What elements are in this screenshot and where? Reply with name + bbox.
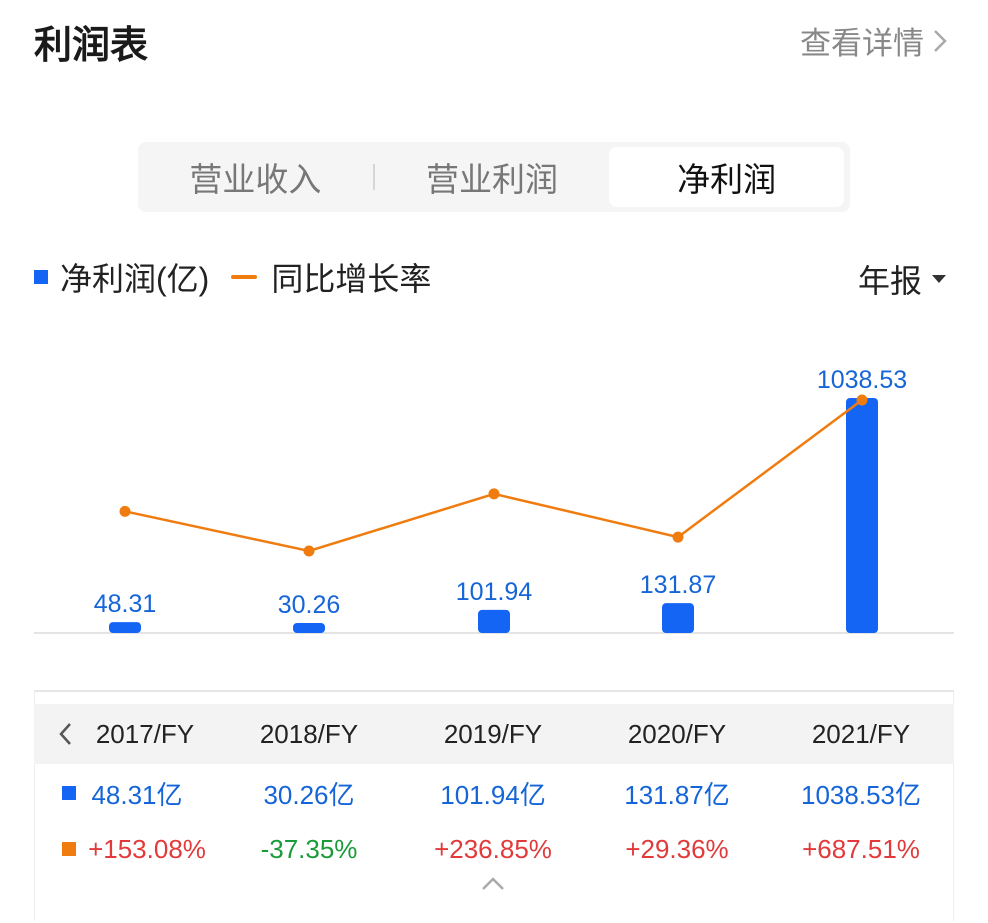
- tab-divider: [372, 164, 375, 190]
- table-row-net-profit: 48.31亿 30.26亿 101.94亿 131.87亿 1038.53亿: [34, 768, 954, 818]
- chevron-left-icon[interactable]: [58, 721, 72, 747]
- column-header: 2021/FY: [811, 718, 911, 749]
- table-cell: 30.26亿: [263, 779, 355, 810]
- header: 利润表 查看详情: [0, 0, 988, 80]
- column-header: 2019/FY: [443, 718, 543, 749]
- table-cell: -37.35%: [260, 833, 358, 864]
- view-details-label: 查看详情: [800, 26, 924, 61]
- net-profit-bar: [478, 609, 510, 633]
- tab-operating-profit[interactable]: 营业利润: [426, 161, 558, 198]
- collapse-chevron-up-icon[interactable]: [480, 876, 506, 892]
- tab-net-profit[interactable]: 净利润: [609, 147, 845, 207]
- table-cell: 48.31亿: [91, 779, 183, 810]
- bar-value-label: 48.31: [94, 590, 157, 618]
- growth-swatch: [62, 842, 76, 856]
- growth-rate-point: [856, 394, 868, 406]
- growth-rate-point: [672, 531, 684, 543]
- bar-value-label: 131.87: [640, 571, 716, 599]
- net-profit-bar: [109, 622, 141, 633]
- column-header: 2020/FY: [627, 718, 727, 749]
- growth-rate-line: [124, 398, 863, 553]
- growth-rate-point: [303, 545, 315, 557]
- bar-value-label: 101.94: [456, 578, 533, 606]
- table-cell: 1038.53亿: [801, 779, 921, 810]
- bar-legend-swatch: [34, 270, 48, 284]
- net-profit-chart: 48.31 30.26 101.94 131.87 1038.53: [34, 366, 954, 634]
- period-label: 年报: [857, 263, 922, 299]
- column-header: 2017/FY: [95, 718, 195, 749]
- table-row-growth: +153.08% -37.35% +236.85% +29.36% +687.5…: [34, 824, 954, 874]
- net-profit-bar: [293, 623, 325, 633]
- growth-rate-point: [119, 505, 131, 517]
- view-details-link[interactable]: 查看详情: [800, 18, 948, 63]
- table-cell: +153.08%: [88, 833, 206, 864]
- table-cell: +236.85%: [434, 833, 552, 864]
- table-header: 2017/FY 2018/FY 2019/FY 2020/FY 2021/FY: [34, 704, 954, 764]
- line-legend-label: 同比增长率: [271, 261, 432, 297]
- table-cell: +687.51%: [802, 833, 920, 864]
- growth-rate-point: [488, 488, 500, 500]
- column-header: 2018/FY: [259, 718, 359, 749]
- net-profit-swatch: [62, 786, 76, 800]
- chart-legend: 净利润(亿) 同比增长率: [34, 252, 431, 302]
- net-profit-bar: [846, 398, 878, 633]
- period-dropdown[interactable]: 年报: [858, 256, 946, 302]
- net-profit-bar: [662, 603, 694, 633]
- table-cell: 131.87亿: [624, 779, 730, 810]
- page-title: 利润表: [34, 25, 149, 67]
- tab-operating-revenue[interactable]: 营业收入: [189, 161, 322, 198]
- bar-value-label: 1038.53: [817, 366, 907, 394]
- table-cell: +29.36%: [625, 833, 729, 864]
- data-table: 2017/FY 2018/FY 2019/FY 2020/FY 2021/FY …: [34, 690, 954, 923]
- chevron-right-icon: [934, 29, 947, 52]
- bar-legend-label: 净利润(亿): [60, 261, 210, 297]
- caret-down-icon: [932, 275, 946, 283]
- line-legend-swatch: [231, 275, 258, 279]
- bar-value-label: 30.26: [278, 591, 341, 619]
- table-cell: 101.94亿: [440, 779, 546, 810]
- metric-tabs: 营业收入 营业利润 净利润: [138, 142, 850, 212]
